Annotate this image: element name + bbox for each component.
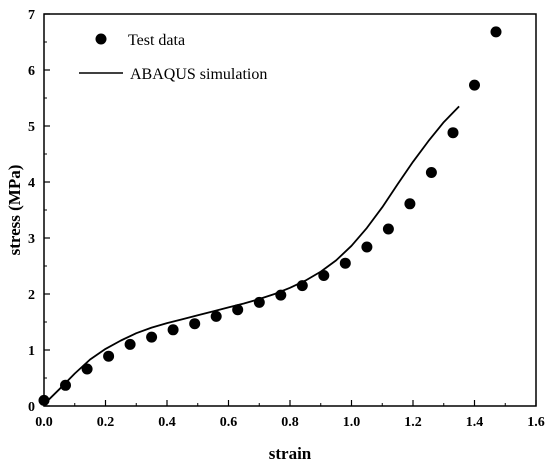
x-tick-label: 0.2	[97, 415, 115, 430]
data-point-test-data	[232, 304, 244, 316]
simulation-line-layer	[43, 105, 460, 405]
x-tick-label: 1.6	[527, 415, 545, 430]
x-axis-ticks: 0.0 0.2 0.4 0.6 0.8 1.0 1.2 1.4 1.6	[35, 400, 545, 430]
x-axis-title: strain	[269, 444, 312, 463]
y-tick-label: 0	[28, 400, 35, 415]
data-point-test-data	[447, 127, 459, 139]
data-point-test-data	[382, 223, 394, 235]
series-line-abaqus-simulation	[43, 105, 460, 405]
data-point-test-data	[60, 379, 71, 391]
data-point-test-data	[38, 394, 50, 406]
y-tick-label: 7	[28, 8, 35, 23]
x-tick-label: 0.0	[35, 415, 53, 430]
test-data-points-layer	[38, 26, 502, 406]
data-point-test-data	[253, 296, 265, 308]
legend: Test data ABAQUS simulation	[79, 32, 267, 83]
data-point-test-data	[469, 79, 480, 91]
data-point-test-data	[167, 324, 179, 336]
y-axis-title: stress (MPa)	[5, 165, 24, 256]
data-point-test-data	[296, 280, 308, 292]
data-point-test-data	[425, 167, 437, 178]
y-tick-label: 4	[28, 176, 35, 191]
legend-label-test-data: Test data	[128, 32, 185, 49]
y-tick-label: 2	[28, 288, 35, 303]
y-axis-ticks: 0 1 2 3 4 5 6 7	[28, 8, 50, 415]
x-tick-label: 1.4	[466, 415, 484, 430]
x-tick-label: 0.4	[158, 415, 176, 430]
data-point-test-data	[81, 363, 93, 375]
x-tick-label: 0.8	[281, 415, 299, 430]
x-tick-label: 1.2	[404, 415, 422, 430]
data-point-test-data	[275, 289, 287, 301]
data-point-test-data	[124, 338, 136, 350]
y-tick-label: 5	[28, 120, 35, 135]
data-point-test-data	[146, 331, 158, 343]
x-tick-label: 1.0	[343, 415, 361, 430]
y-tick-label: 6	[28, 64, 35, 79]
data-point-test-data	[103, 350, 115, 362]
x-tick-label: 0.6	[220, 415, 238, 430]
data-point-test-data	[318, 270, 330, 281]
data-point-test-data	[210, 310, 222, 322]
data-point-test-data	[404, 198, 416, 210]
data-point-test-data	[339, 257, 351, 269]
y-tick-label: 1	[28, 344, 35, 359]
data-point-test-data	[189, 318, 201, 330]
y-tick-label: 3	[28, 232, 35, 247]
legend-label-simulation: ABAQUS simulation	[130, 66, 267, 83]
data-point-test-data	[361, 241, 373, 253]
data-point-test-data	[490, 26, 502, 38]
legend-marker-test-data	[95, 33, 107, 45]
